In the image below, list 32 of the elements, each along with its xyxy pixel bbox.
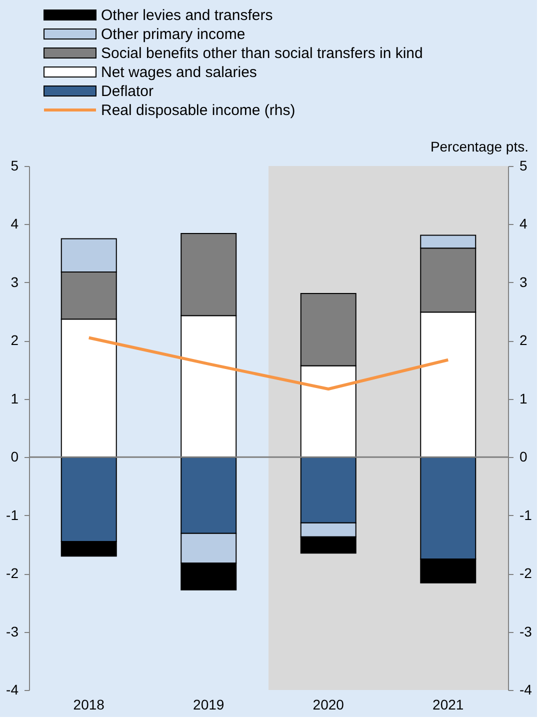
- legend-label: Other primary income: [101, 26, 246, 43]
- legend-label: Real disposable income (rhs): [101, 102, 296, 119]
- x-tick-label: 2018: [73, 696, 105, 712]
- legend-label: Deflator: [101, 83, 154, 100]
- y-tick-label: 2: [10, 332, 19, 348]
- y-tick-label: -4: [6, 682, 19, 698]
- y2-axis-title: Percentage pts.: [430, 138, 528, 154]
- x-tick-label: 2021: [432, 696, 464, 712]
- y2-tick-label: 1: [520, 390, 528, 406]
- y2-tick-label: -2: [520, 565, 532, 582]
- y2-tick-label: 5: [520, 158, 528, 174]
- y-tick-label: 3: [10, 274, 19, 290]
- y-tick-label: -1: [6, 506, 19, 523]
- line-series: [87, 336, 450, 390]
- y2-tick-label: 4: [520, 216, 528, 232]
- y-tick-label: -3: [6, 623, 19, 640]
- legend-label: Social benefits other than social transfers in kind: [101, 45, 423, 62]
- x-tick-label: 2020: [312, 696, 344, 712]
- legend-label: Net wages and salaries: [101, 64, 257, 81]
- y2-tick-label: 2: [520, 332, 528, 348]
- y2-tick-label: 3: [520, 274, 528, 290]
- y2-tick-label: -4: [520, 682, 532, 698]
- y-tick-label: 0: [10, 448, 19, 465]
- x-tick-label: 2019: [193, 696, 224, 712]
- y-tick-label: 5: [10, 158, 19, 174]
- y2-tick-label: -3: [520, 623, 532, 640]
- y2-tick-label: -1: [520, 506, 532, 523]
- y-tick-label: 1: [10, 390, 19, 406]
- y-tick-label: 4: [10, 216, 19, 232]
- y-tick-label: -2: [6, 565, 19, 582]
- legend-label: Other levies and transfers: [101, 7, 273, 24]
- y2-tick-label: 0: [520, 448, 528, 465]
